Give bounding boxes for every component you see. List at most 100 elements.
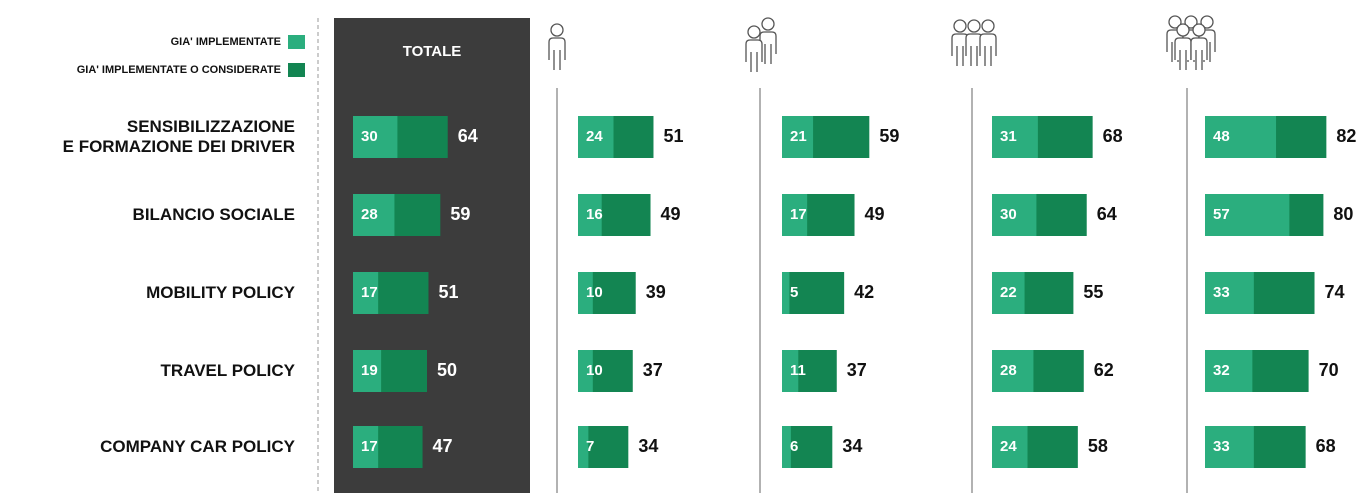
bar-implemented xyxy=(353,272,379,314)
category-label: SENSIBILIZZAZIONE E FORMAZIONE DEI DRIVE… xyxy=(62,117,295,156)
person-icon xyxy=(1190,37,1208,70)
person-icon xyxy=(953,19,967,33)
category-label: BILANCIO SOCIALE xyxy=(132,205,295,224)
value-label-considered: 50 xyxy=(437,360,457,380)
person-icon xyxy=(979,33,997,66)
bar-implemented xyxy=(992,426,1028,468)
value-label-considered: 51 xyxy=(438,282,458,302)
person-icon xyxy=(1176,23,1190,37)
person-icon xyxy=(747,25,761,39)
value-label-implemented: 57 xyxy=(1213,206,1230,223)
value-label-considered: 70 xyxy=(1319,360,1339,380)
bar-implemented xyxy=(1205,350,1253,392)
value-label-considered: 34 xyxy=(842,436,862,456)
value-label-implemented: 28 xyxy=(1000,362,1017,379)
value-label-considered: 37 xyxy=(643,360,663,380)
value-label-considered: 39 xyxy=(646,282,666,302)
bar-implemented xyxy=(992,116,1038,158)
value-label-implemented: 24 xyxy=(586,128,603,145)
bar-implemented xyxy=(353,116,398,158)
bar-implemented xyxy=(992,350,1034,392)
bar-implemented xyxy=(782,350,799,392)
value-label-implemented: 32 xyxy=(1213,362,1230,379)
value-label-implemented: 22 xyxy=(1000,284,1017,301)
value-label-considered: 74 xyxy=(1325,282,1345,302)
value-label-considered: 68 xyxy=(1316,436,1336,456)
value-label-implemented: 24 xyxy=(1000,438,1017,455)
value-label-considered: 49 xyxy=(865,204,885,224)
value-label-considered: 68 xyxy=(1103,126,1123,146)
value-label-considered: 62 xyxy=(1094,360,1114,380)
legend-label: GIA' IMPLEMENTATE xyxy=(171,36,281,48)
bar-implemented xyxy=(578,426,589,468)
value-label-implemented: 30 xyxy=(361,128,378,145)
bar-implemented xyxy=(992,272,1025,314)
value-label-implemented: 33 xyxy=(1213,438,1230,455)
value-label-considered: 82 xyxy=(1336,126,1356,146)
legend-swatch xyxy=(288,35,305,49)
bar-implemented xyxy=(353,350,382,392)
value-label-considered: 42 xyxy=(854,282,874,302)
person-icon xyxy=(1168,15,1182,29)
value-label-considered: 80 xyxy=(1333,204,1353,224)
person-icon xyxy=(1192,23,1206,37)
bar-implemented xyxy=(353,194,395,236)
bar-implemented xyxy=(1205,116,1277,158)
person-icon xyxy=(550,23,564,37)
value-label-considered: 64 xyxy=(458,126,478,146)
person-icon xyxy=(548,37,566,70)
value-label-considered: 49 xyxy=(661,204,681,224)
value-label-implemented: 17 xyxy=(361,438,378,455)
person-icon xyxy=(1184,15,1198,29)
bar-implemented xyxy=(782,194,808,236)
legend-label: GIA' IMPLEMENTATE O CONSIDERATE xyxy=(77,64,281,76)
person-icon xyxy=(1174,37,1192,70)
value-label-considered: 55 xyxy=(1083,282,1103,302)
person-icon xyxy=(1200,15,1214,29)
person-icon xyxy=(759,31,777,64)
value-label-implemented: 28 xyxy=(361,206,378,223)
value-label-implemented: 11 xyxy=(790,362,806,379)
category-label: TRAVEL POLICY xyxy=(160,361,295,380)
value-label-considered: 58 xyxy=(1088,436,1108,456)
bar-implemented xyxy=(782,426,791,468)
value-label-implemented: 33 xyxy=(1213,284,1230,301)
value-label-considered: 34 xyxy=(638,436,658,456)
value-label-implemented: 5 xyxy=(790,284,798,301)
bar-implemented xyxy=(578,116,614,158)
person-icon xyxy=(745,39,763,72)
value-label-implemented: 16 xyxy=(586,206,603,223)
bar-implemented xyxy=(353,426,379,468)
category-label: COMPANY CAR POLICY xyxy=(100,437,295,456)
value-label-considered: 47 xyxy=(433,436,453,456)
person-icon xyxy=(761,17,775,31)
bar-considered xyxy=(782,272,845,314)
value-label-implemented: 7 xyxy=(586,438,594,455)
value-label-implemented: 19 xyxy=(361,362,378,379)
bar-implemented xyxy=(578,194,602,236)
value-label-implemented: 17 xyxy=(790,206,807,223)
bar-implemented xyxy=(1205,194,1290,236)
value-label-implemented: 31 xyxy=(1000,128,1017,145)
value-label-implemented: 21 xyxy=(790,128,807,145)
bar-implemented xyxy=(1205,426,1254,468)
legend-swatch xyxy=(288,63,305,77)
value-label-implemented: 10 xyxy=(586,284,603,301)
category-label: MOBILITY POLICY xyxy=(146,283,295,302)
value-label-implemented: 48 xyxy=(1213,128,1230,145)
value-label-implemented: 6 xyxy=(790,438,798,455)
value-label-considered: 51 xyxy=(663,126,683,146)
bar-implemented xyxy=(782,272,790,314)
bar-implemented xyxy=(782,116,814,158)
bar-implemented xyxy=(578,350,593,392)
value-label-implemented: 10 xyxy=(586,362,603,379)
bar-implemented xyxy=(992,194,1037,236)
value-label-implemented: 30 xyxy=(1000,206,1017,223)
value-label-implemented: 17 xyxy=(361,284,378,301)
value-label-considered: 59 xyxy=(450,204,470,224)
value-label-considered: 64 xyxy=(1097,204,1117,224)
person-icon xyxy=(981,19,995,33)
person-icon xyxy=(951,33,969,66)
